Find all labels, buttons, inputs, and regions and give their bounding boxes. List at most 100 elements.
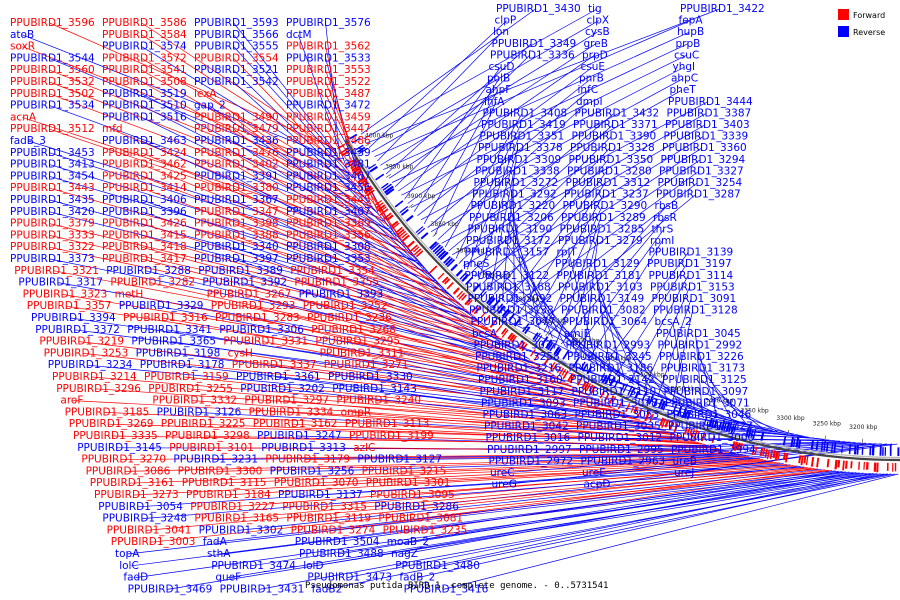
gene-label: rbsB bbox=[655, 200, 679, 212]
gene-label: PPUBIRD1_3332 bbox=[152, 395, 237, 407]
reverse-feature bbox=[660, 401, 666, 410]
leader-line bbox=[338, 294, 566, 383]
forward-feature bbox=[803, 455, 807, 464]
gene-label: PPUBIRD1_3282 bbox=[110, 277, 195, 289]
forward-feature bbox=[894, 463, 897, 472]
leader-line bbox=[427, 89, 590, 228]
leader-line bbox=[133, 461, 777, 496]
reverse-feature bbox=[553, 346, 561, 355]
gene-label: PPUBIRD1_3186 bbox=[569, 363, 654, 375]
forward-feature bbox=[590, 385, 596, 395]
gene-label: PPUBIRD1_3334 bbox=[249, 406, 334, 418]
gene-label: cysB bbox=[585, 26, 610, 38]
gene-label: PPUBIRD1_3572 bbox=[102, 52, 187, 64]
leader-line bbox=[629, 275, 689, 383]
gene-label: PPUBIRD1_3273 bbox=[94, 489, 179, 501]
leader-line bbox=[233, 117, 404, 246]
gene-label: PPUBIRD1_3388 bbox=[194, 229, 279, 241]
leader-line bbox=[83, 353, 618, 411]
leader-line bbox=[158, 305, 572, 386]
reverse-feature bbox=[486, 295, 494, 305]
tick-mark bbox=[545, 330, 550, 337]
gene-label: fadA bbox=[203, 536, 228, 548]
gene-label: PPUBIRD1_3476 bbox=[194, 147, 279, 159]
reverse-feature bbox=[747, 427, 752, 438]
leader-line bbox=[384, 423, 706, 445]
forward-feature bbox=[689, 428, 693, 436]
gene-label: PPUBIRD1_3390 bbox=[572, 131, 657, 143]
reverse-feature bbox=[703, 416, 708, 426]
gene-label: PPUBIRD1_2963 bbox=[581, 455, 666, 467]
legend-reverse-swatch bbox=[838, 26, 849, 37]
gene-label: PPUBIRD1_3127 bbox=[357, 454, 442, 466]
leader-line bbox=[233, 246, 517, 350]
gene-label: PPUBIRD1_3380 bbox=[194, 182, 279, 194]
leader-line bbox=[375, 400, 680, 436]
forward-feature bbox=[866, 462, 869, 470]
gene-label: PPUBIRD1_3533 bbox=[286, 52, 371, 64]
leader-line bbox=[706, 414, 809, 438]
gene-label: rplT bbox=[557, 247, 578, 259]
reverse-feature bbox=[375, 173, 385, 181]
forward-feature bbox=[649, 413, 654, 422]
reverse-feature bbox=[620, 383, 626, 392]
gene-label: PPUBIRD1_3323 bbox=[23, 288, 108, 300]
forward-feature bbox=[517, 340, 524, 348]
leader-line bbox=[478, 148, 518, 281]
gene-label: PPUBIRD1_3245 bbox=[567, 351, 652, 363]
tick-mark bbox=[750, 422, 753, 429]
gene-label: PPUBIRD1_3285 bbox=[560, 223, 645, 235]
leader-line bbox=[233, 34, 346, 167]
forward-feature bbox=[354, 170, 362, 177]
reverse-feature bbox=[358, 147, 369, 155]
gene-label: PPUBIRD1_3521 bbox=[194, 64, 279, 76]
leader-line bbox=[325, 246, 519, 352]
forward-feature bbox=[686, 427, 691, 436]
leader-line bbox=[131, 472, 860, 567]
reverse-feature bbox=[586, 365, 593, 375]
leader-line bbox=[518, 182, 606, 315]
gene-label: PPUBIRD1_3372 bbox=[35, 324, 120, 336]
gene-label: PPUBIRD1_3197 bbox=[647, 258, 732, 270]
leader-line bbox=[569, 229, 600, 350]
forward-feature bbox=[375, 202, 384, 209]
gene-label: bcsA_2 bbox=[655, 316, 692, 328]
leader-line bbox=[141, 152, 430, 275]
leader-line bbox=[405, 471, 843, 543]
gene-label: PPUBIRD1_3444 bbox=[668, 96, 753, 108]
leader-line bbox=[360, 8, 536, 135]
forward-feature bbox=[659, 417, 665, 426]
reverse-feature bbox=[750, 429, 754, 439]
reverse-feature bbox=[676, 405, 683, 417]
gene-label: PPUBIRD1_3082 bbox=[561, 305, 646, 317]
leader-line bbox=[146, 468, 819, 531]
reverse-feature bbox=[795, 436, 800, 448]
gene-label: PPUBIRD1_3092 bbox=[468, 293, 553, 305]
leader-line bbox=[709, 437, 841, 442]
leader-line bbox=[229, 464, 794, 508]
leader-line bbox=[166, 329, 597, 400]
forward-feature bbox=[415, 250, 424, 258]
gene-label: PPUBIRD1_3335 bbox=[73, 430, 158, 442]
leader-line bbox=[49, 58, 357, 185]
gene-label: PPUBIRD1_3159 bbox=[144, 371, 229, 383]
gene-label: PPUBIRD1_3555 bbox=[194, 41, 279, 53]
gene-label: PPUBIRD1_3145 bbox=[77, 442, 162, 454]
leader-line bbox=[508, 310, 664, 398]
leader-line bbox=[325, 258, 531, 360]
forward-feature bbox=[805, 456, 809, 466]
gene-label: PPUBIRD1_3541 bbox=[102, 64, 187, 76]
gene-label: PPUBIRD1_3027 bbox=[668, 421, 753, 433]
leader-line bbox=[254, 317, 587, 395]
forward-feature bbox=[777, 451, 781, 459]
reverse-feature bbox=[534, 332, 541, 342]
gene-label: moaB_2 bbox=[387, 536, 429, 548]
gene-label: PPUBIRD1_3091 bbox=[652, 293, 737, 305]
leader-line bbox=[493, 159, 609, 295]
leader-line bbox=[141, 164, 439, 285]
gene-label: PPUBIRD1_3077 bbox=[471, 316, 556, 328]
reverse-feature bbox=[672, 403, 678, 415]
gene-label: PPUBIRD1_3125 bbox=[662, 374, 747, 386]
gene-label: PPUBIRD1_3422 bbox=[680, 3, 765, 15]
